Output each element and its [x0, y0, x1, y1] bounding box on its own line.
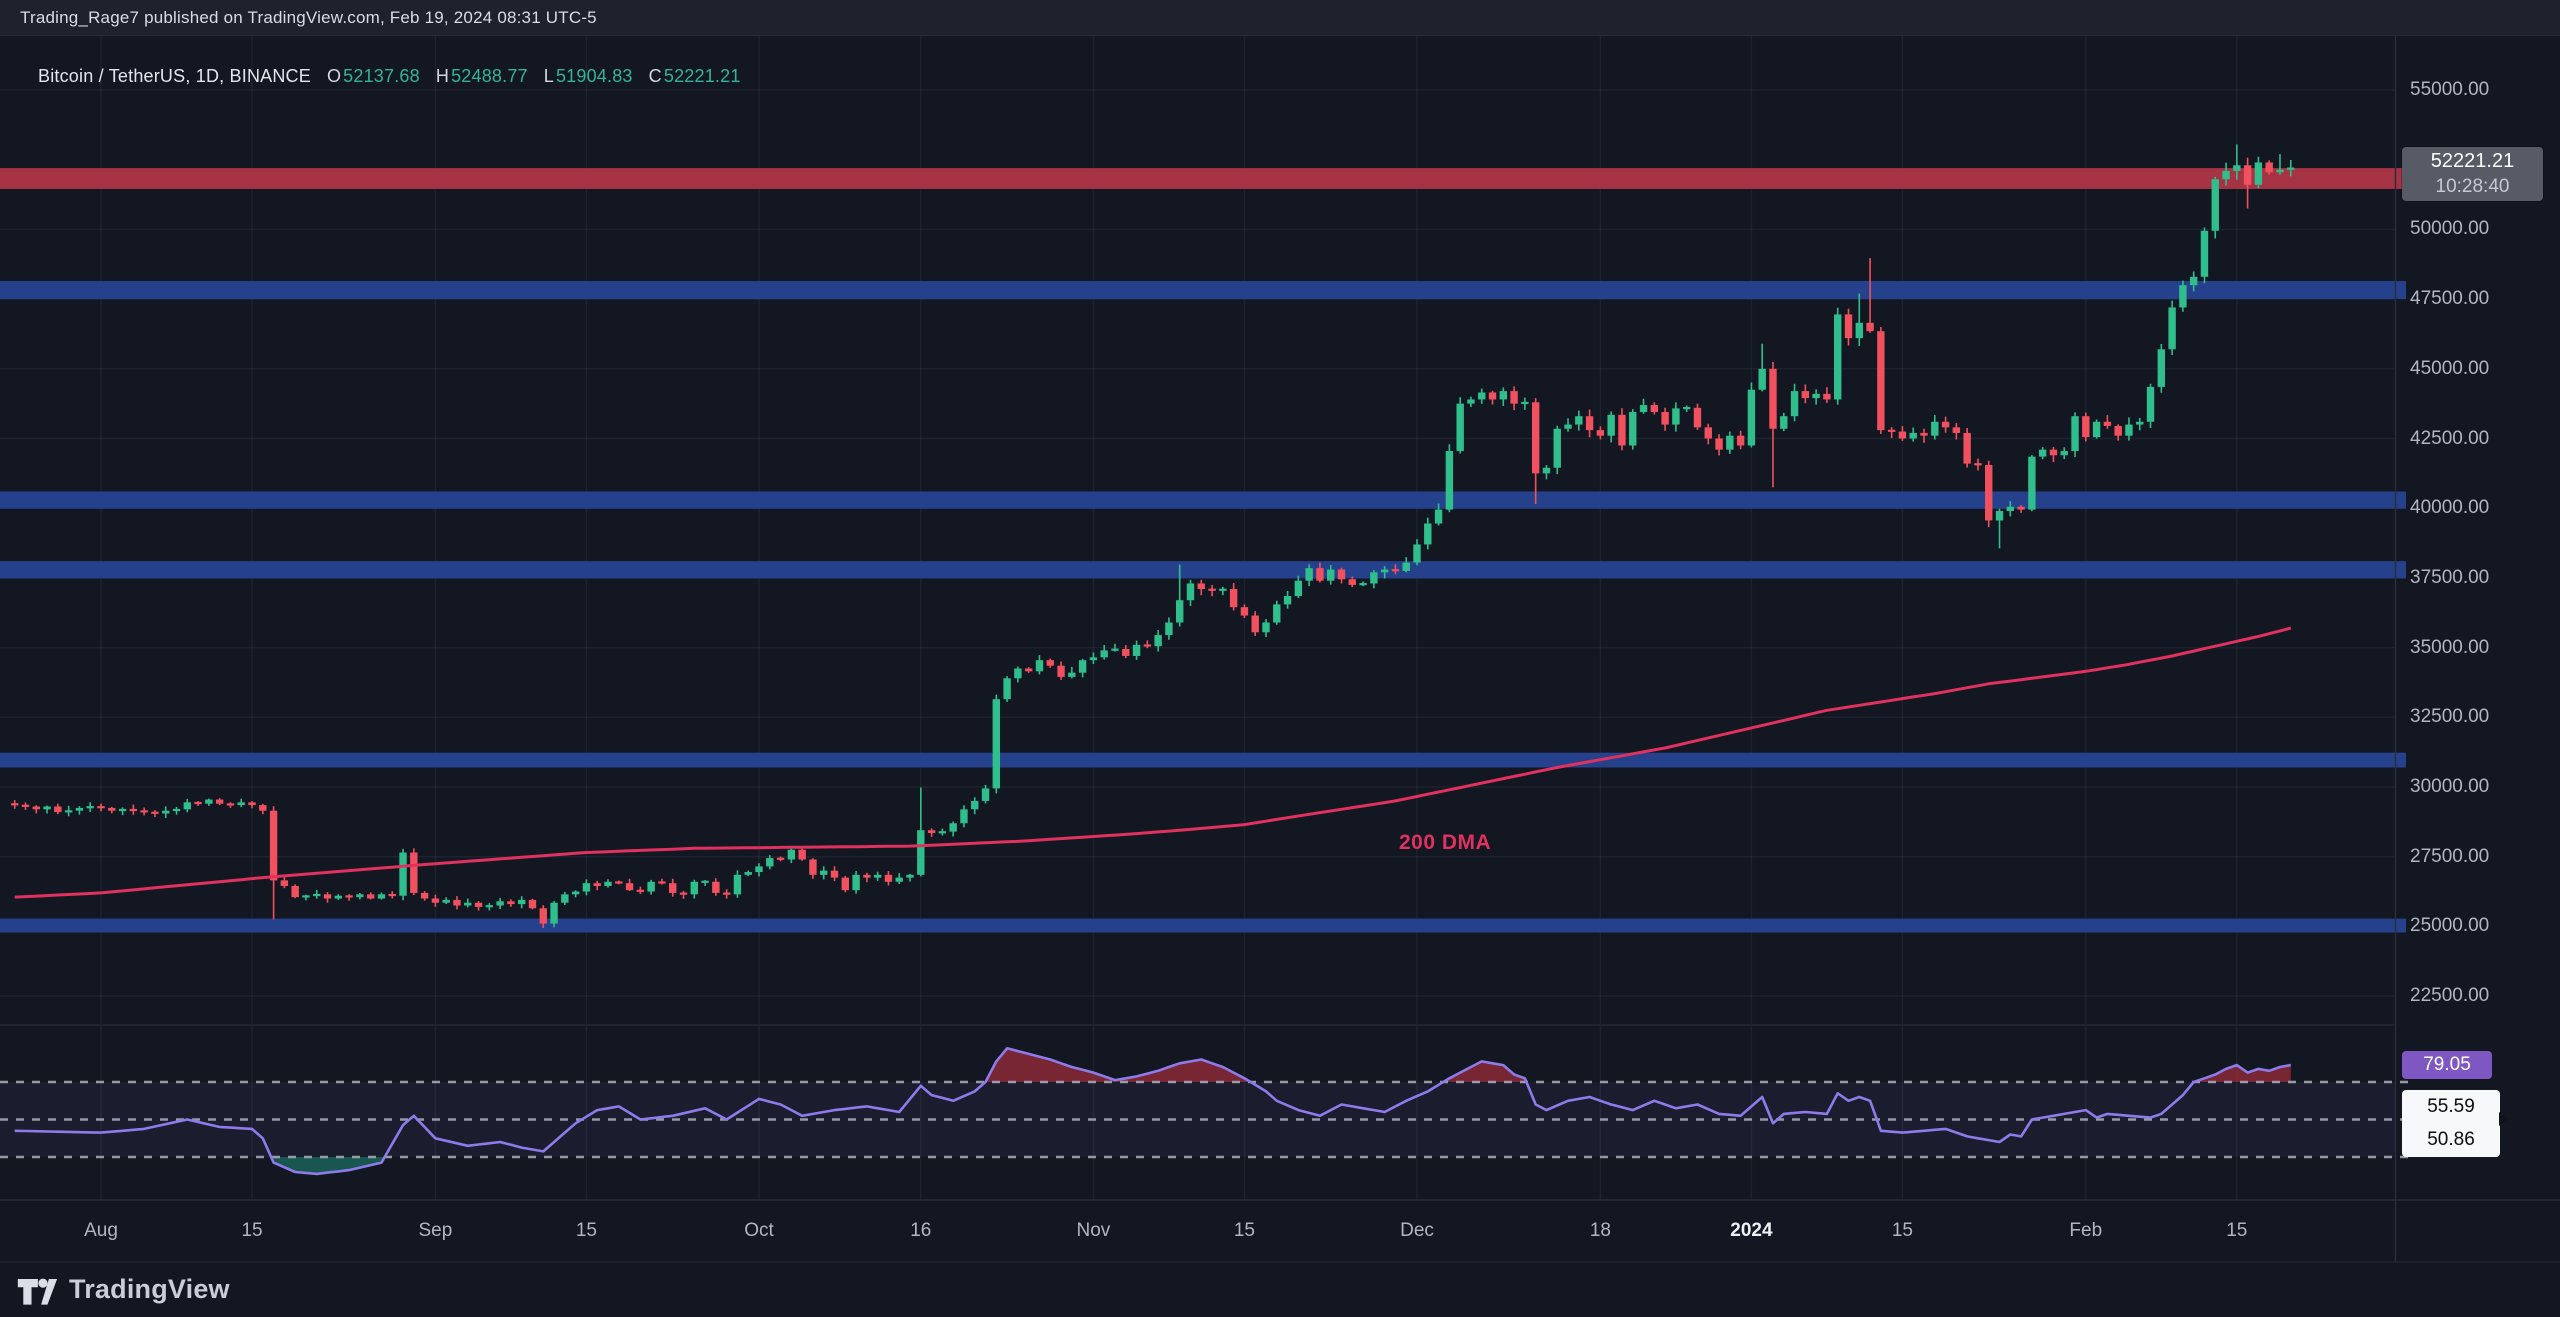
time-tick-label: 15: [575, 1220, 597, 1241]
resistance-band: [0, 280, 2406, 300]
ohlc-close: C 52221.21: [648, 66, 741, 86]
time-tick-label: 15: [241, 1220, 263, 1241]
rsi-ma-value-1: 55.59: [2427, 1096, 2475, 1117]
price-tick-label: 55000.00: [2410, 79, 2490, 100]
price-tick-label: 35000.00: [2410, 636, 2490, 658]
resistance-band: [0, 168, 2406, 189]
dma-annotation-label[interactable]: 200 DMA: [1399, 831, 1492, 854]
support-band: [0, 918, 2406, 933]
candlestick-series[interactable]: [11, 144, 2295, 929]
price-tick-label: 30000.00: [2410, 776, 2490, 797]
rsi-label-pointer: [2499, 1112, 2508, 1126]
support-band: [0, 491, 2406, 509]
time-tick-label: 2024: [1730, 1220, 1773, 1241]
time-tick-label: 15: [2226, 1220, 2248, 1241]
publish-bar: Trading_Rage7 published on TradingView.c…: [0, 0, 2560, 36]
rsi-guide-lines: [0, 1080, 2408, 1159]
price-tick-label: 42500.00: [2410, 427, 2490, 449]
ohlc-open: O 52137.68: [326, 66, 420, 86]
time-tick-label: 15: [1891, 1220, 1913, 1241]
rsi-ma-value-2: 50.86: [2427, 1129, 2475, 1150]
footer-watermark: TradingView: [16, 1262, 230, 1317]
support-band: [0, 561, 2406, 579]
time-tick-label: 18: [1589, 1220, 1611, 1241]
rsi-value-badge: 79.05: [2402, 1051, 2492, 1080]
price-tick-label: 50000.00: [2410, 218, 2490, 240]
time-tick-label: Nov: [1076, 1220, 1111, 1241]
price-tick-label: 25000.00: [2410, 915, 2490, 937]
grid-horizontal: [0, 89, 2395, 997]
time-tick-label: 15: [1233, 1220, 1255, 1241]
time-tick-label: Dec: [1400, 1220, 1434, 1241]
rsi-ma-label-box: 55.59 50.86: [2402, 1090, 2500, 1157]
sr-zone-bands[interactable]: [0, 168, 2406, 933]
price-tick-label: 45000.00: [2410, 357, 2490, 379]
price-tick-label: 37500.00: [2410, 566, 2490, 588]
ohlc-high: H 52488.77: [435, 66, 528, 86]
symbol-title: Bitcoin / TetherUS, 1D, BINANCE: [38, 66, 311, 86]
price-tick-label: 40000.00: [2410, 497, 2490, 519]
time-tick-label: Sep: [418, 1220, 453, 1241]
current-price-value: 52221.21: [2430, 150, 2515, 173]
bar-countdown: 10:28:40: [2435, 176, 2510, 198]
time-tick-label: Aug: [84, 1220, 118, 1241]
time-tick-label: Oct: [744, 1220, 774, 1241]
current-price-label: 52221.21 10:28:40: [2402, 147, 2543, 202]
support-band: [0, 752, 2406, 768]
grid-vertical: [100, 36, 2238, 1200]
dma-200-line[interactable]: [14, 626, 2292, 899]
price-tick-label: 47500.00: [2410, 288, 2490, 310]
tradingview-brand-text[interactable]: TradingView: [69, 1274, 230, 1304]
price-tick-label: 22500.00: [2410, 985, 2490, 1007]
price-tick-label: 32500.00: [2410, 706, 2490, 728]
time-tick-label: 16: [910, 1220, 932, 1241]
price-tick-label: 27500.00: [2410, 845, 2490, 867]
symbol-info-row[interactable]: Bitcoin / TetherUS, 1D, BINANCE O 52137.6…: [38, 66, 741, 87]
rsi-mid-tint: [0, 1082, 2395, 1157]
rsi-overbought-fill: [14, 1048, 2291, 1082]
tradingview-logo-icon: [17, 1278, 58, 1305]
time-tick-label: Feb: [2069, 1220, 2103, 1241]
ohlc-low: L 51904.83: [543, 66, 633, 86]
publish-text: Trading_Rage7 published on TradingView.c…: [20, 8, 597, 27]
rsi-line[interactable]: [14, 1047, 2292, 1176]
